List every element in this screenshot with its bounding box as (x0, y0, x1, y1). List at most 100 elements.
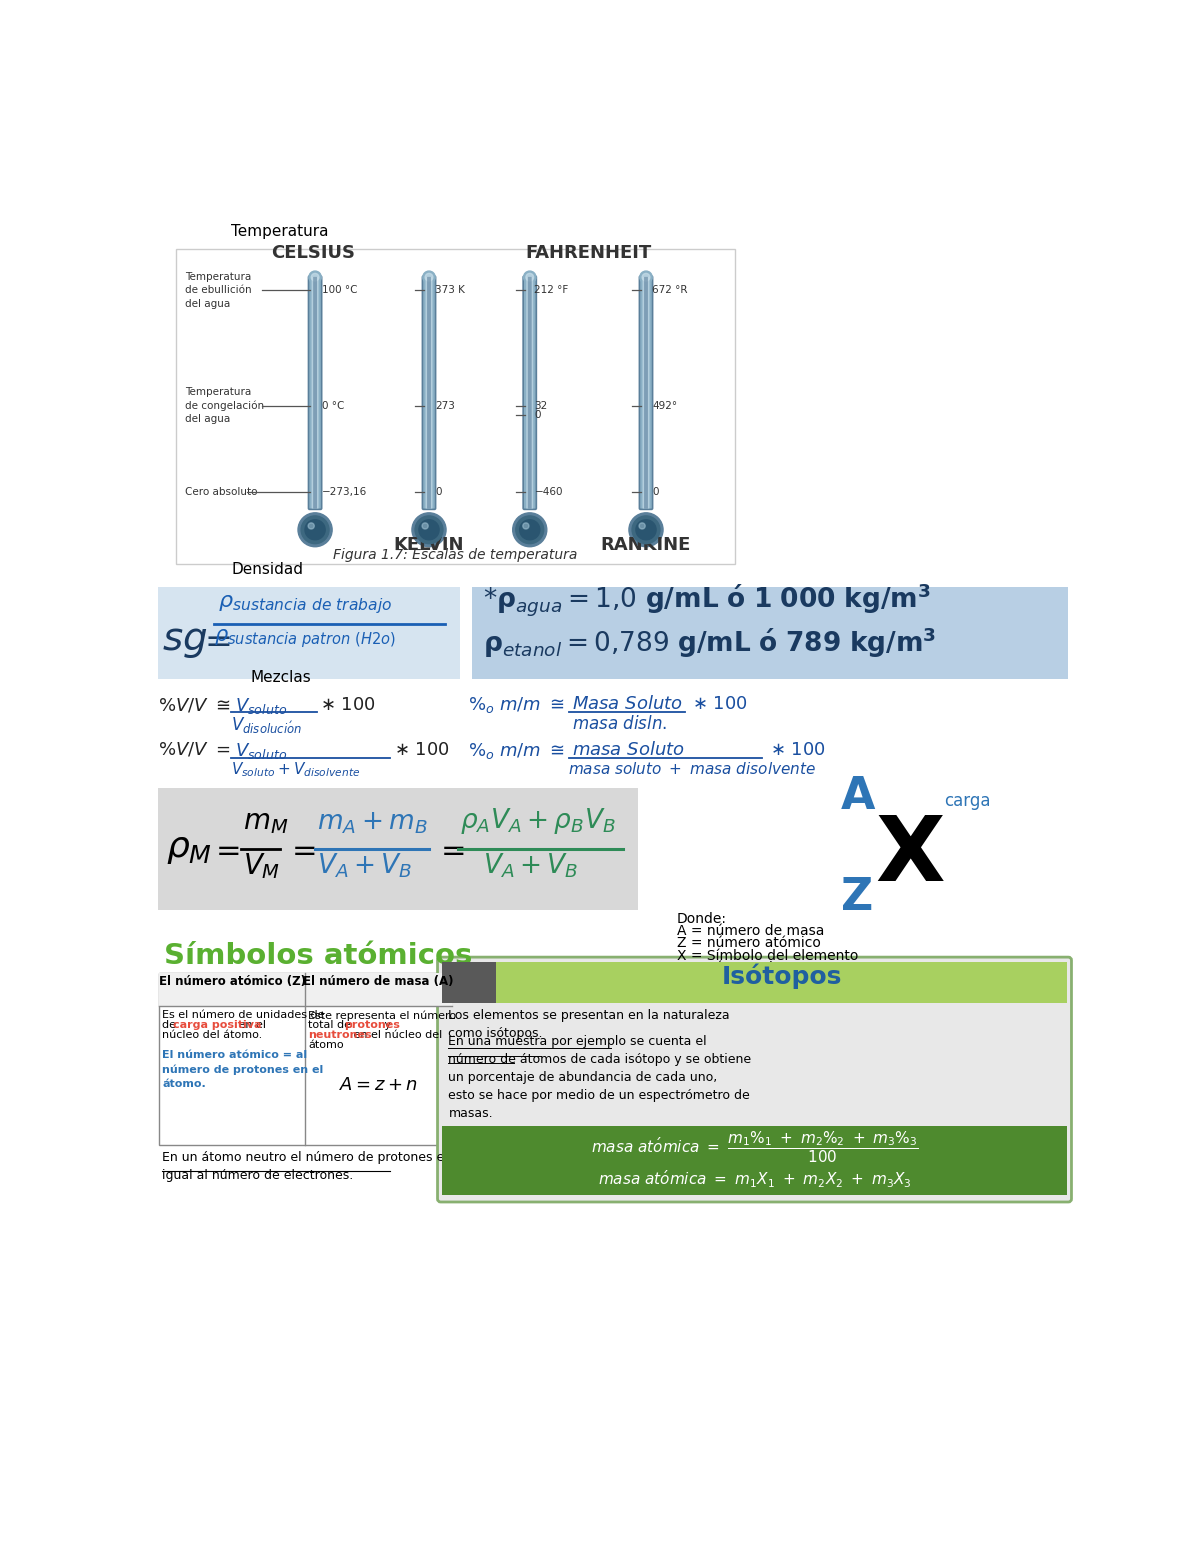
Text: Donde:: Donde: (677, 912, 727, 926)
FancyBboxPatch shape (527, 276, 533, 508)
Bar (157, 587, 460, 679)
Text: núcleo del átomo.: núcleo del átomo. (162, 1030, 263, 1041)
Text: $=$: $=$ (436, 836, 466, 863)
Bar (472, 587, 1068, 679)
Text: Es el número de unidades de: Es el número de unidades de (162, 1011, 325, 1020)
Text: $\%_o\ m/m\ \cong$: $\%_o\ m/m\ \cong$ (468, 694, 565, 714)
Bar (160, 974, 452, 1006)
Text: carga positiva: carga positiva (173, 1020, 262, 1030)
FancyBboxPatch shape (640, 276, 653, 509)
Circle shape (422, 272, 436, 283)
Text: Este representa el número: Este representa el número (308, 1011, 456, 1020)
FancyBboxPatch shape (642, 276, 649, 508)
Text: $V_A + V_B$: $V_A + V_B$ (317, 851, 412, 881)
Circle shape (520, 520, 540, 540)
Text: 672 °R: 672 °R (653, 286, 688, 295)
Text: $A = z + n$: $A = z + n$ (340, 1076, 418, 1093)
FancyBboxPatch shape (528, 276, 532, 508)
Bar (442, 1126, 1067, 1196)
Text: 492°: 492° (653, 401, 677, 412)
Circle shape (526, 273, 534, 281)
Text: $\rho_{sustancia\ de\ trabajo}$: $\rho_{sustancia\ de\ trabajo}$ (218, 593, 392, 617)
Text: $\ast\ 100$: $\ast\ 100$ (320, 696, 377, 714)
Text: 373 K: 373 K (436, 286, 466, 295)
Text: $\ast\ 100$: $\ast\ 100$ (692, 694, 749, 713)
FancyBboxPatch shape (308, 276, 322, 509)
Text: Temperatura
de ebullición
del agua: Temperatura de ebullición del agua (185, 272, 252, 309)
Text: $\%V/V\ \cong$: $\%V/V\ \cong$ (157, 696, 230, 714)
Text: protones: protones (343, 1020, 400, 1030)
Text: átomo: átomo (308, 1041, 343, 1050)
Text: CELSIUS: CELSIUS (271, 244, 355, 262)
Text: $m_A + m_B$: $m_A + m_B$ (317, 811, 427, 836)
Text: El número de masa (A): El número de masa (A) (304, 975, 454, 988)
Bar (497, 961, 1067, 1003)
Circle shape (311, 273, 319, 281)
Text: en el núcleo del: en el núcleo del (350, 1030, 443, 1041)
FancyBboxPatch shape (426, 276, 432, 508)
Text: 100 °C: 100 °C (322, 286, 358, 295)
Circle shape (642, 273, 650, 281)
Text: $\ast\ 100$: $\ast\ 100$ (394, 741, 450, 759)
FancyBboxPatch shape (422, 276, 436, 509)
Text: $V_{disoluci\acute{o}n}$: $V_{disoluci\acute{o}n}$ (232, 716, 302, 736)
Text: Z = número atómico: Z = número atómico (677, 936, 821, 950)
Text: El número atómico (Z): El número atómico (Z) (158, 975, 306, 988)
Text: Densidad: Densidad (232, 562, 304, 576)
Text: 212 °F: 212 °F (534, 286, 569, 295)
Text: carga: carga (944, 792, 991, 811)
Circle shape (636, 520, 656, 540)
Text: $\mathbf{A}$: $\mathbf{A}$ (840, 775, 876, 818)
Circle shape (523, 523, 529, 530)
Circle shape (632, 516, 660, 544)
Text: 0 °C: 0 °C (322, 401, 344, 412)
Text: En un átomo neutro el número de protones es
igual al número de electrones.: En un átomo neutro el número de protones… (162, 1151, 451, 1182)
Text: $\mathit{sg}$: $\mathit{sg}$ (162, 621, 208, 660)
Text: $masa\ at\acute{o}mica\ =\ \dfrac{m_1\%_1\ +\ m_2\%_2\ +\ m_3\%_3}{100}$: $masa\ at\acute{o}mica\ =\ \dfrac{m_1\%_… (590, 1129, 918, 1165)
Text: $masa\ Soluto$: $masa\ Soluto$ (572, 741, 685, 759)
Text: $\rho_M$: $\rho_M$ (166, 832, 211, 867)
Text: FAHRENHEIT: FAHRENHEIT (526, 244, 652, 262)
Text: $V_{soluto}$: $V_{soluto}$ (235, 696, 288, 716)
Text: Símbolos atómicos: Símbolos atómicos (164, 943, 473, 971)
Text: Figura 1.7: Escalas de temperatura: Figura 1.7: Escalas de temperatura (334, 548, 577, 562)
Text: $\mathbf{\rho}_{etanol} = 0{,}789\ \mathbf{g/mL\ \acute{o}\ 789\ kg/m^3}$: $\mathbf{\rho}_{etanol} = 0{,}789\ \math… (484, 626, 936, 660)
Circle shape (308, 272, 322, 283)
Text: $m_M$: $m_M$ (242, 808, 288, 836)
Text: $masa\ disln.$: $masa\ disln.$ (572, 714, 667, 733)
Bar (157, 789, 638, 910)
Text: $=$: $=$ (198, 624, 230, 657)
Text: $masa\ soluto\ +\ masa\ disolvente$: $masa\ soluto\ +\ masa\ disolvente$ (569, 761, 817, 776)
Text: Los elementos se presentan en la naturaleza
como isótopos.: Los elementos se presentan en la natural… (449, 1009, 730, 1039)
Circle shape (308, 523, 314, 530)
FancyBboxPatch shape (312, 276, 318, 508)
Text: −460: −460 (534, 488, 563, 497)
Text: $\rho_{sustancia\ patron\ (H2o)}$: $\rho_{sustancia\ patron\ (H2o)}$ (214, 627, 396, 651)
Text: $*\mathbf{\rho}_{agua} = 1{,}0\ \mathbf{g/mL}\ \mathbf{\acute{o}}\ \mathbf{1\ 00: $*\mathbf{\rho}_{agua} = 1{,}0\ \mathbf{… (484, 581, 931, 618)
FancyBboxPatch shape (523, 276, 536, 509)
Text: $\mathbf{Z}$: $\mathbf{Z}$ (840, 876, 872, 918)
Circle shape (516, 516, 544, 544)
Circle shape (425, 273, 433, 281)
FancyBboxPatch shape (644, 276, 648, 508)
Circle shape (301, 516, 329, 544)
Circle shape (422, 523, 428, 530)
Circle shape (523, 272, 536, 283)
Text: −273,16: −273,16 (322, 488, 367, 497)
Circle shape (419, 520, 439, 540)
Text: 0: 0 (534, 410, 541, 419)
Text: total de: total de (308, 1020, 355, 1030)
FancyBboxPatch shape (438, 957, 1072, 1202)
Circle shape (298, 512, 332, 547)
Text: 273: 273 (436, 401, 455, 412)
Text: $\%V/V\ =$: $\%V/V\ =$ (157, 741, 230, 759)
Circle shape (305, 520, 325, 540)
Circle shape (512, 512, 547, 547)
FancyBboxPatch shape (313, 276, 317, 508)
Circle shape (629, 512, 664, 547)
Bar (442, 961, 497, 1003)
Text: $masa\ at\acute{o}mica\ =\ m_1X_1\ +\ m_2X_2\ +\ m_3X_3$: $masa\ at\acute{o}mica\ =\ m_1X_1\ +\ m_… (598, 1168, 911, 1190)
Text: y: y (380, 1020, 391, 1030)
FancyBboxPatch shape (427, 276, 431, 508)
Text: $\%_o\ m/m\ \cong$: $\%_o\ m/m\ \cong$ (468, 741, 565, 761)
